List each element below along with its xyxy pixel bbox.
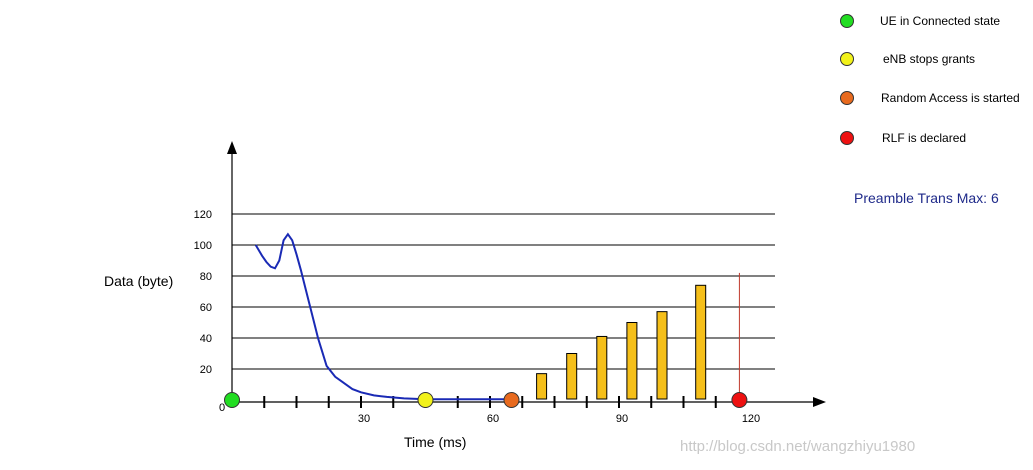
data-bar [566,353,578,400]
watermark: http://blog.csdn.net/wangzhiyu1980 [680,438,916,455]
y-tick-label: 120 [194,209,212,221]
legend-item-connected: UE in Connected state [840,11,1000,31]
y-tick-label: 60 [200,302,212,314]
origin-label: 0 [219,402,225,414]
event-marker [417,392,434,408]
y-axis-label: Data (byte) [104,273,174,289]
y-tick-label: 80 [200,271,212,283]
data-bar [656,311,668,400]
legend-item-stop-grants: eNB stops grants [840,49,975,69]
legend-item-random-access: Random Access is started [840,88,1020,108]
legend-label: Random Access is started [881,91,1020,105]
y-axis-arrow [227,141,237,154]
data-bar [626,322,638,400]
y-tick-label: 20 [200,364,212,376]
legend-marker-icon [840,14,854,28]
data-bar [695,284,707,400]
x-axis-label: Time (ms) [404,434,467,450]
y-tick-label: 40 [200,333,212,345]
data-line-series [254,232,512,401]
event-marker [224,392,240,408]
event-marker [731,392,748,408]
legend-label: RLF is declared [882,131,967,145]
legend-item-rlf: RLF is declared [840,128,966,148]
x-tick-label: 120 [742,413,760,425]
x-axis-arrow [813,397,826,407]
legend-marker-icon [840,131,854,145]
preamble-note: Preamble Trans Max: 6 [854,190,999,206]
legend-label: eNB stops grants [883,52,976,66]
event-marker [503,392,520,408]
legend-label: UE in Connected state [880,14,1001,28]
x-tick-label: 30 [358,413,370,425]
data-bar [596,335,608,400]
data-bar [536,373,548,400]
y-tick-label: 100 [194,240,212,252]
legend-marker-icon [840,91,854,105]
x-tick-label: 90 [616,413,628,425]
x-tick-label: 60 [487,413,499,425]
legend-marker-icon [840,52,854,66]
